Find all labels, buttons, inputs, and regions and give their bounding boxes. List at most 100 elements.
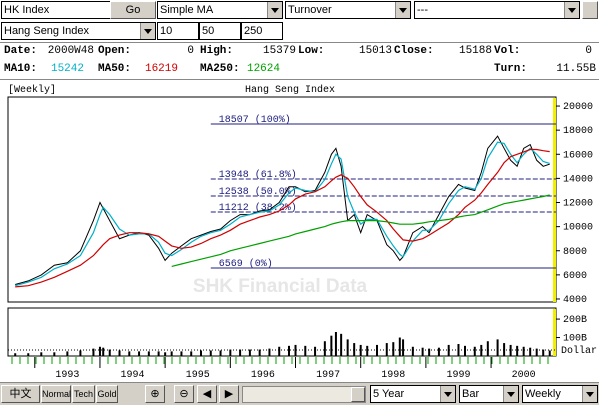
x-tick-label: 1996 — [251, 370, 275, 380]
volume-bar — [323, 341, 326, 356]
go-button[interactable]: Go — [110, 1, 156, 19]
x-tick-label: 1998 — [381, 370, 405, 380]
info-value: 15379 — [262, 45, 296, 57]
volume-bar — [496, 339, 499, 356]
volume-bar — [27, 353, 30, 356]
volume-bar — [548, 350, 551, 356]
volume-bar — [190, 351, 193, 356]
volume-bar — [473, 346, 476, 356]
volume-bar — [164, 352, 167, 356]
ma-type-select[interactable]: Simple MA — [157, 1, 283, 19]
volume-bar — [278, 346, 281, 356]
info-value: 12624 — [246, 63, 280, 75]
scroll-right[interactable]: ▶ — [219, 385, 239, 403]
period-select[interactable]: Weekly — [522, 385, 598, 403]
toggle-box[interactable] — [582, 1, 598, 19]
volume-bar — [392, 342, 395, 356]
volume-bar — [428, 348, 431, 356]
volume-bar — [542, 349, 545, 356]
volume-bar — [79, 350, 82, 356]
volume-bar — [157, 351, 160, 356]
x-tick-label: 1994 — [121, 370, 145, 380]
fib-label: 13948 (61.8%) — [219, 169, 297, 181]
bottom-toolbar: ⊕ ⊖ ◀ ▶ 5 Year Bar Weekly 中文 Normal Tech Go… — [0, 382, 599, 405]
volume-bar — [180, 351, 183, 356]
v-tick-label: 200B — [563, 315, 587, 326]
volume-bar — [314, 346, 317, 356]
info-label: MA250: — [200, 63, 240, 75]
mode-button[interactable]: 中文 — [1, 385, 40, 403]
y-tick-label: 14000 — [563, 174, 593, 185]
y-tick-label: 10000 — [563, 223, 593, 234]
y-tick-label: 12000 — [563, 199, 593, 210]
series-line — [15, 148, 550, 288]
ma3-input[interactable]: 250 — [241, 22, 283, 40]
volume-unit: Dollar — [561, 345, 597, 357]
info-label: Open: — [98, 45, 132, 57]
info-panel: Date: 2000W48 Open: 0 High: 15379 Low: 15013 Clo… — [0, 42, 599, 80]
ma1-input[interactable]: 10 — [157, 22, 199, 40]
volume-bar — [503, 343, 506, 356]
volume-bar — [170, 351, 173, 356]
mode-button[interactable]: Normal — [41, 385, 71, 403]
series-line — [171, 194, 550, 267]
series-line — [15, 141, 550, 287]
volume-bar — [14, 353, 17, 356]
zoom-in[interactable]: ⊕ — [145, 385, 165, 403]
y-tick-label: 8000 — [563, 247, 587, 258]
info-label: High: — [200, 45, 234, 57]
price-panel — [7, 96, 557, 303]
extra-select[interactable]: --- — [414, 1, 580, 19]
scrollbar[interactable] — [242, 386, 366, 403]
volume-bar — [457, 344, 460, 356]
scroll-left[interactable]: ◀ — [197, 385, 217, 403]
style-select[interactable]: Bar — [459, 385, 519, 403]
range-select[interactable]: 5 Year — [370, 385, 456, 403]
volume-bar — [118, 350, 121, 356]
volume-bar — [330, 335, 333, 356]
info-label: Vol: — [494, 45, 521, 57]
volume-bar — [509, 344, 512, 356]
info-value: 15188 — [458, 45, 492, 57]
zoom-out[interactable]: ⊖ — [174, 385, 194, 403]
y-tick-label: 6000 — [563, 271, 587, 282]
info-value: 2000W48 — [47, 45, 94, 57]
volume-bar — [340, 333, 343, 356]
volume-bar — [304, 345, 307, 356]
info-value: 15013 — [358, 45, 392, 57]
volume-bar — [359, 344, 362, 356]
volume-bar — [480, 344, 483, 356]
volume-bar — [334, 332, 337, 356]
volume-bar — [375, 344, 378, 356]
info-label: Close: — [394, 45, 434, 57]
info-label: MA10: — [4, 63, 38, 75]
period-label: [Weekly] — [8, 84, 56, 96]
info-value: 0 — [585, 45, 592, 57]
volume-bar — [529, 347, 532, 356]
volume-bar — [268, 348, 271, 356]
volume-bar — [258, 349, 261, 356]
info-label: Turn: — [494, 63, 528, 75]
volume-bar — [219, 350, 222, 356]
info-label: Date: — [4, 45, 38, 57]
volume-bar — [385, 343, 388, 356]
indicator-select[interactable]: Turnover — [285, 1, 411, 19]
ma2-input[interactable]: 50 — [199, 22, 241, 40]
volume-bar — [486, 341, 489, 356]
volume-bar — [209, 350, 212, 356]
info-value: 11.55B — [556, 63, 596, 75]
cursor-bar — [553, 98, 556, 302]
fib-label: 18507 (100%) — [219, 114, 291, 126]
volume-bar — [346, 339, 349, 356]
volume-bar — [108, 349, 111, 356]
volume-bar — [138, 351, 141, 356]
volume-bar — [294, 344, 297, 356]
y-tick-label: 20000 — [563, 102, 593, 113]
volume-bar — [447, 344, 450, 356]
mode-button[interactable]: Gold — [96, 385, 118, 403]
instrument-select[interactable]: Hang Seng Index — [1, 22, 156, 40]
volume-bar — [102, 347, 105, 356]
mode-button[interactable]: Tech — [72, 385, 95, 403]
fib-label: 11212 (38.2%) — [219, 202, 297, 214]
